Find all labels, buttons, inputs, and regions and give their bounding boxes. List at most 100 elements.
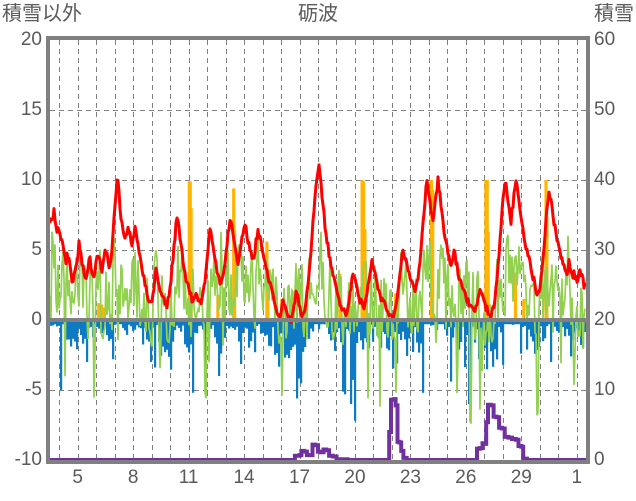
- negative-bar: [274, 320, 277, 355]
- negative-bar: [246, 320, 249, 329]
- negative-bar: [464, 320, 467, 368]
- negative-bar: [156, 320, 159, 325]
- negative-bar: [244, 320, 247, 328]
- negative-bar: [554, 320, 557, 327]
- negative-bar: [236, 320, 239, 327]
- negative-bar: [132, 320, 135, 331]
- negative-bar: [72, 320, 75, 339]
- negative-bar: [428, 320, 431, 325]
- negative-bar: [400, 320, 403, 340]
- negative-bar: [154, 320, 157, 368]
- negative-bar: [52, 320, 55, 326]
- negative-bar: [318, 320, 321, 330]
- negative-bar: [506, 320, 509, 325]
- negative-bar: [230, 320, 233, 327]
- negative-bar: [162, 320, 165, 347]
- negative-bar: [74, 320, 77, 342]
- negative-bar: [510, 320, 513, 325]
- negative-bar: [456, 320, 459, 352]
- negative-bar: [304, 320, 307, 348]
- negative-bar: [310, 320, 313, 329]
- negative-bar: [330, 320, 333, 341]
- negative-bar: [496, 320, 499, 360]
- negative-bar: [398, 320, 401, 334]
- negative-bar: [548, 320, 551, 325]
- right-axis-tick: 60: [594, 29, 616, 50]
- negative-bar: [300, 320, 303, 384]
- negative-bar: [248, 320, 251, 348]
- negative-bar: [242, 320, 245, 333]
- negative-bar: [294, 320, 297, 345]
- negative-bar: [134, 320, 137, 330]
- negative-bar: [514, 320, 517, 325]
- left-axis-tick: 5: [31, 239, 42, 260]
- negative-bar: [180, 320, 183, 332]
- negative-bar: [256, 320, 259, 326]
- negative-bar: [312, 320, 315, 332]
- negative-bar: [486, 320, 489, 370]
- negative-bar: [374, 320, 377, 327]
- x-axis-tick: 23: [399, 467, 421, 488]
- negative-bar: [460, 320, 463, 343]
- negative-bar: [570, 320, 573, 357]
- negative-bar: [86, 320, 89, 362]
- negative-bar: [508, 320, 511, 325]
- negative-bar: [218, 320, 221, 376]
- negative-bar: [344, 320, 347, 395]
- negative-bar: [534, 320, 537, 354]
- negative-bar: [292, 320, 295, 347]
- negative-bar: [60, 320, 63, 390]
- negative-bar: [494, 320, 497, 350]
- negative-bar: [476, 320, 479, 330]
- negative-bar: [176, 320, 179, 326]
- negative-bar: [252, 320, 255, 333]
- negative-bar: [220, 320, 223, 354]
- negative-bar: [200, 320, 203, 326]
- negative-bar: [192, 320, 195, 393]
- temperature-series: [50, 163, 586, 325]
- negative-bar: [532, 320, 535, 342]
- negative-bar: [406, 320, 409, 356]
- precipitation-bar: [266, 273, 270, 320]
- precipitation-bar: [290, 297, 294, 320]
- x-axis-tick: 1: [571, 467, 583, 488]
- negative-bar: [404, 320, 407, 340]
- negative-bar: [516, 320, 519, 325]
- precipitation-bar: [522, 299, 526, 320]
- negative-bar: [432, 320, 435, 326]
- negative-bar: [472, 320, 475, 327]
- negative-bar: [122, 320, 125, 328]
- negative-bar: [288, 320, 291, 359]
- negative-bar: [394, 320, 397, 333]
- negative-bar: [504, 320, 507, 325]
- negative-bar: [422, 320, 425, 393]
- negative-bar: [186, 320, 189, 348]
- negative-bar: [382, 320, 385, 332]
- negative-bar: [512, 320, 515, 325]
- negative-bar: [210, 320, 213, 329]
- negative-bar: [164, 320, 167, 353]
- negative-bar: [564, 320, 567, 337]
- x-axis-tick: 29: [510, 467, 532, 488]
- precipitation-bar: [395, 303, 399, 320]
- negative-bar: [90, 320, 93, 327]
- x-axis-tick: 26: [455, 467, 477, 488]
- precipitation-bar: [513, 272, 518, 320]
- negative-bar: [438, 320, 441, 325]
- negative-bar: [232, 320, 235, 329]
- negative-bar: [420, 320, 423, 344]
- negative-bar: [142, 320, 145, 345]
- negative-bar: [284, 320, 287, 358]
- negative-bar: [334, 320, 337, 351]
- negative-bar: [568, 320, 571, 336]
- negative-bar: [56, 320, 59, 327]
- negative-bar: [114, 320, 117, 325]
- negative-bar-series: [50, 320, 586, 421]
- negative-bar: [360, 320, 363, 341]
- negative-bar: [268, 320, 271, 346]
- negative-bar: [172, 320, 175, 342]
- negative-bar: [402, 320, 405, 332]
- negative-bar: [520, 320, 523, 354]
- precipitation-bar: [189, 208, 193, 320]
- negative-bar: [298, 320, 301, 379]
